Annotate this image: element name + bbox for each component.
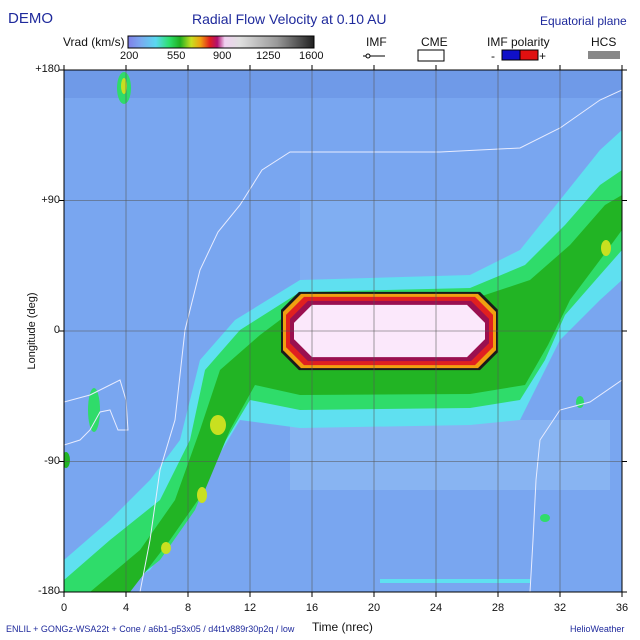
hcs-contour <box>64 379 129 446</box>
slow-wind-band-lower <box>290 420 610 490</box>
fast-patch <box>88 388 100 432</box>
imf-legend-glyph-dot <box>365 53 371 59</box>
colorbar-tick-label: 900 <box>213 50 232 62</box>
polarity-plus-swatch <box>519 49 539 61</box>
x-tick-label: 24 <box>429 602 443 614</box>
fast-streak <box>380 579 530 583</box>
y-tick-label: +180 <box>35 63 60 75</box>
hcs-legend-label: HCS <box>591 35 617 49</box>
axis-ticks <box>59 65 627 597</box>
colorbar-tick-label: 550 <box>167 50 186 62</box>
chart-title: Radial Flow Velocity at 0.10 AU <box>192 11 387 27</box>
x-tick-label: 36 <box>615 602 629 614</box>
imf-legend-label: IMF <box>366 35 387 49</box>
x-tick-label: 4 <box>122 602 130 614</box>
slow-wind-region-top <box>64 70 622 98</box>
fast-patch <box>161 542 171 554</box>
fast-patch <box>601 240 611 256</box>
hcs-contour <box>529 379 622 592</box>
fast-patch <box>540 514 550 522</box>
cme-legend-label: CME <box>421 35 448 49</box>
colorbar-tick-label: 1600 <box>299 50 324 62</box>
x-tick-label: 28 <box>491 602 505 614</box>
y-tick-label: -180 <box>37 585 60 597</box>
fast-patch <box>576 396 584 408</box>
x-tick-label: 16 <box>305 602 319 614</box>
x-tick-label: 32 <box>553 602 567 614</box>
polarity-minus-label: - <box>491 49 495 63</box>
colorbar-tick-label: 1250 <box>256 50 281 62</box>
fast-patch <box>210 415 226 435</box>
x-tick-label: 12 <box>243 602 257 614</box>
colorbar-label: Vrad (km/s) <box>63 35 125 49</box>
model-info-footer: ENLIL + GONGz-WSA22t + Cone / a6b1-g53x0… <box>6 624 295 634</box>
hcs-contour <box>139 89 622 592</box>
grid-lines <box>64 70 622 592</box>
fast-patch <box>197 487 207 503</box>
x-tick-label: 20 <box>367 602 381 614</box>
y-tick-label: 0 <box>53 324 60 336</box>
cme-legend-box <box>417 49 445 62</box>
y-tick-label: -90 <box>44 454 60 467</box>
fast-patch <box>64 452 70 468</box>
view-plane-label: Equatorial plane <box>540 14 627 28</box>
fast-patch-core <box>121 78 127 94</box>
polarity-minus-swatch <box>501 49 521 61</box>
fast-stream-core <box>90 195 622 592</box>
y-tick-label: +90 <box>41 193 60 206</box>
heatmap-field <box>64 70 622 592</box>
credit-footer: HelioWeather <box>570 624 625 634</box>
hcs-legend-swatch <box>588 51 620 59</box>
x-tick-label: 0 <box>60 602 68 614</box>
demo-label: DEMO <box>8 10 53 27</box>
colorbar <box>127 35 315 49</box>
colorbar-tick-label: 200 <box>120 50 139 62</box>
x-tick-label: 8 <box>184 602 192 614</box>
imf-polarity-legend-label: IMF polarity <box>487 35 550 49</box>
polarity-plus-label: + <box>539 49 547 63</box>
x-axis-label: Time (nrec) <box>312 620 373 634</box>
